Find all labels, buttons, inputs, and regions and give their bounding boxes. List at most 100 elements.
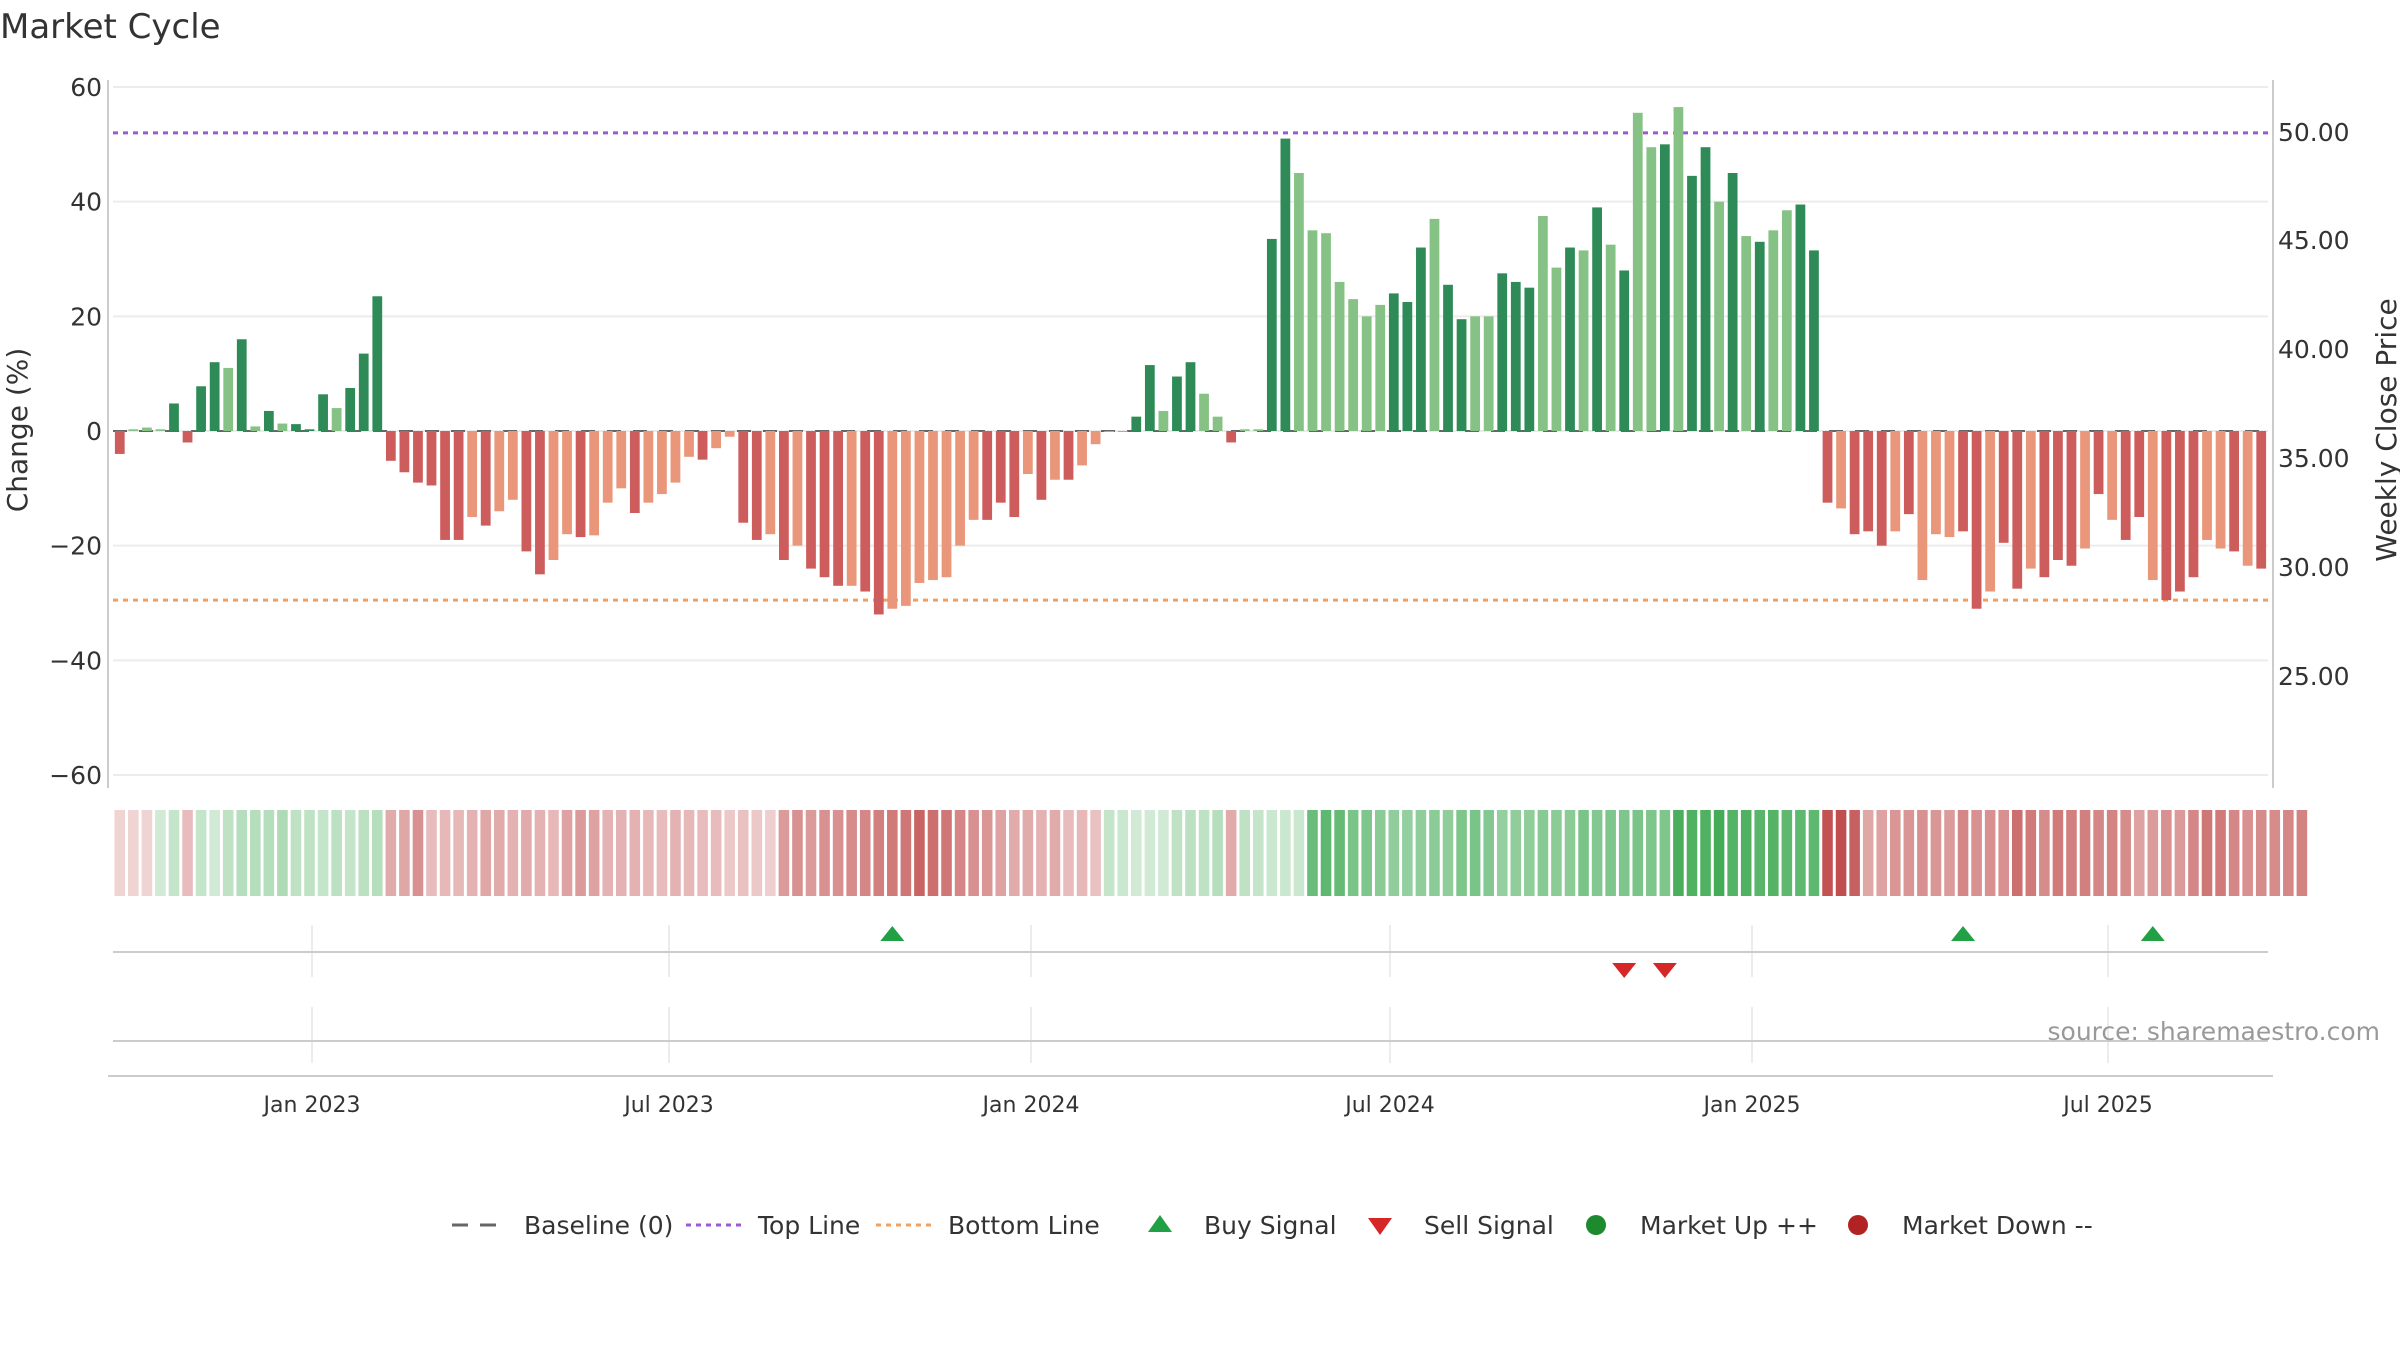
legend-label: Buy Signal bbox=[1204, 1211, 1337, 1240]
bar bbox=[2120, 431, 2131, 540]
bar bbox=[1483, 316, 1494, 431]
regime-cell bbox=[1429, 810, 1440, 896]
bar bbox=[887, 431, 898, 609]
regime-cell bbox=[236, 810, 248, 896]
regime-cell bbox=[927, 810, 939, 896]
regime-cell bbox=[724, 810, 735, 896]
bar bbox=[1470, 316, 1481, 431]
buy-signal-marker bbox=[2140, 926, 2165, 941]
regime-cell bbox=[2025, 810, 2037, 896]
bar bbox=[182, 431, 193, 443]
bar bbox=[263, 410, 274, 431]
bar bbox=[1632, 112, 1643, 432]
regime-cell bbox=[1795, 810, 1806, 896]
bar bbox=[2175, 431, 2185, 592]
regime-cell bbox=[1036, 810, 1047, 896]
bar bbox=[1605, 244, 1616, 431]
bar bbox=[1714, 201, 1724, 431]
bar bbox=[1985, 431, 1996, 592]
regime-cell bbox=[1591, 810, 1603, 896]
legend-label: Market Up ++ bbox=[1640, 1211, 1818, 1240]
bar bbox=[1307, 230, 1318, 431]
y-tick-label: 40 bbox=[70, 188, 102, 217]
bar bbox=[1497, 273, 1508, 431]
bar bbox=[440, 431, 450, 540]
bar bbox=[223, 367, 234, 431]
regime-cell bbox=[1781, 810, 1793, 896]
regime-cell bbox=[561, 810, 573, 896]
regime-cell bbox=[304, 810, 315, 896]
signals-layer bbox=[880, 926, 2165, 978]
regime-cell bbox=[792, 810, 803, 896]
bar bbox=[2242, 431, 2253, 566]
regime-cell bbox=[358, 810, 370, 896]
regime-cell bbox=[372, 810, 383, 896]
regime-cell bbox=[1713, 810, 1725, 896]
legend-label: Top Line bbox=[757, 1211, 860, 1240]
bar bbox=[1619, 270, 1630, 431]
bar bbox=[345, 388, 356, 431]
y2-tick-label: 25.00 bbox=[2278, 662, 2350, 691]
regime-cell bbox=[1768, 810, 1779, 896]
regime-cell bbox=[2093, 810, 2104, 896]
bar bbox=[995, 431, 1006, 503]
regime-cell bbox=[1402, 810, 1413, 896]
regime-cell bbox=[277, 810, 288, 896]
bar bbox=[738, 431, 749, 523]
regime-cell bbox=[1673, 810, 1684, 896]
bar bbox=[1700, 147, 1711, 431]
chart-title: Market Cycle bbox=[0, 7, 221, 47]
bar bbox=[602, 431, 613, 503]
bar bbox=[535, 431, 545, 575]
regime-cell bbox=[1022, 810, 1034, 896]
y-tick-labels: 60 40 20 0 −20 −40 −60 bbox=[49, 73, 102, 790]
bar bbox=[2147, 431, 2158, 581]
regime-cell bbox=[1822, 810, 1833, 896]
bar bbox=[358, 353, 369, 431]
regime-cell bbox=[1374, 810, 1386, 896]
regime-cell bbox=[2079, 810, 2091, 896]
bar bbox=[1185, 362, 1196, 431]
y2-tick-label: 45.00 bbox=[2278, 226, 2350, 255]
bar bbox=[941, 431, 952, 578]
regime-cell bbox=[480, 810, 492, 896]
bar bbox=[819, 431, 830, 578]
regime-cell bbox=[643, 810, 654, 896]
bar bbox=[2215, 431, 2226, 549]
bar bbox=[1903, 431, 1914, 515]
regime-strip bbox=[114, 810, 2308, 896]
regime-cell bbox=[453, 810, 464, 896]
regime-cell bbox=[1144, 810, 1156, 896]
bar bbox=[1402, 302, 1413, 431]
bar bbox=[1388, 293, 1399, 431]
regime-cell bbox=[1510, 810, 1522, 896]
bar bbox=[1822, 431, 1833, 503]
regime-cell bbox=[819, 810, 830, 896]
regime-cell bbox=[1185, 810, 1196, 896]
bar bbox=[1375, 304, 1386, 431]
regime-cell bbox=[2242, 810, 2253, 896]
bar bbox=[792, 431, 803, 546]
bar bbox=[2188, 431, 2199, 578]
bar bbox=[236, 339, 247, 431]
bar bbox=[2256, 431, 2267, 569]
legend-item: Top Line bbox=[686, 1211, 860, 1240]
regime-cell bbox=[385, 810, 397, 896]
main-axes bbox=[107, 80, 2274, 1077]
bar bbox=[114, 431, 125, 454]
y-tick-label: 60 bbox=[70, 73, 102, 102]
bar bbox=[169, 403, 179, 431]
bar bbox=[900, 431, 911, 606]
bar bbox=[1538, 216, 1548, 431]
bar bbox=[643, 431, 654, 503]
regime-cell bbox=[2255, 810, 2267, 896]
regime-cell bbox=[2228, 810, 2240, 896]
regime-cell bbox=[344, 810, 356, 896]
bar bbox=[1090, 431, 1101, 445]
bar bbox=[1239, 429, 1250, 431]
regime-cell bbox=[1225, 810, 1237, 896]
bar bbox=[1971, 431, 1982, 609]
bar bbox=[751, 431, 762, 540]
regime-cell bbox=[873, 810, 885, 896]
